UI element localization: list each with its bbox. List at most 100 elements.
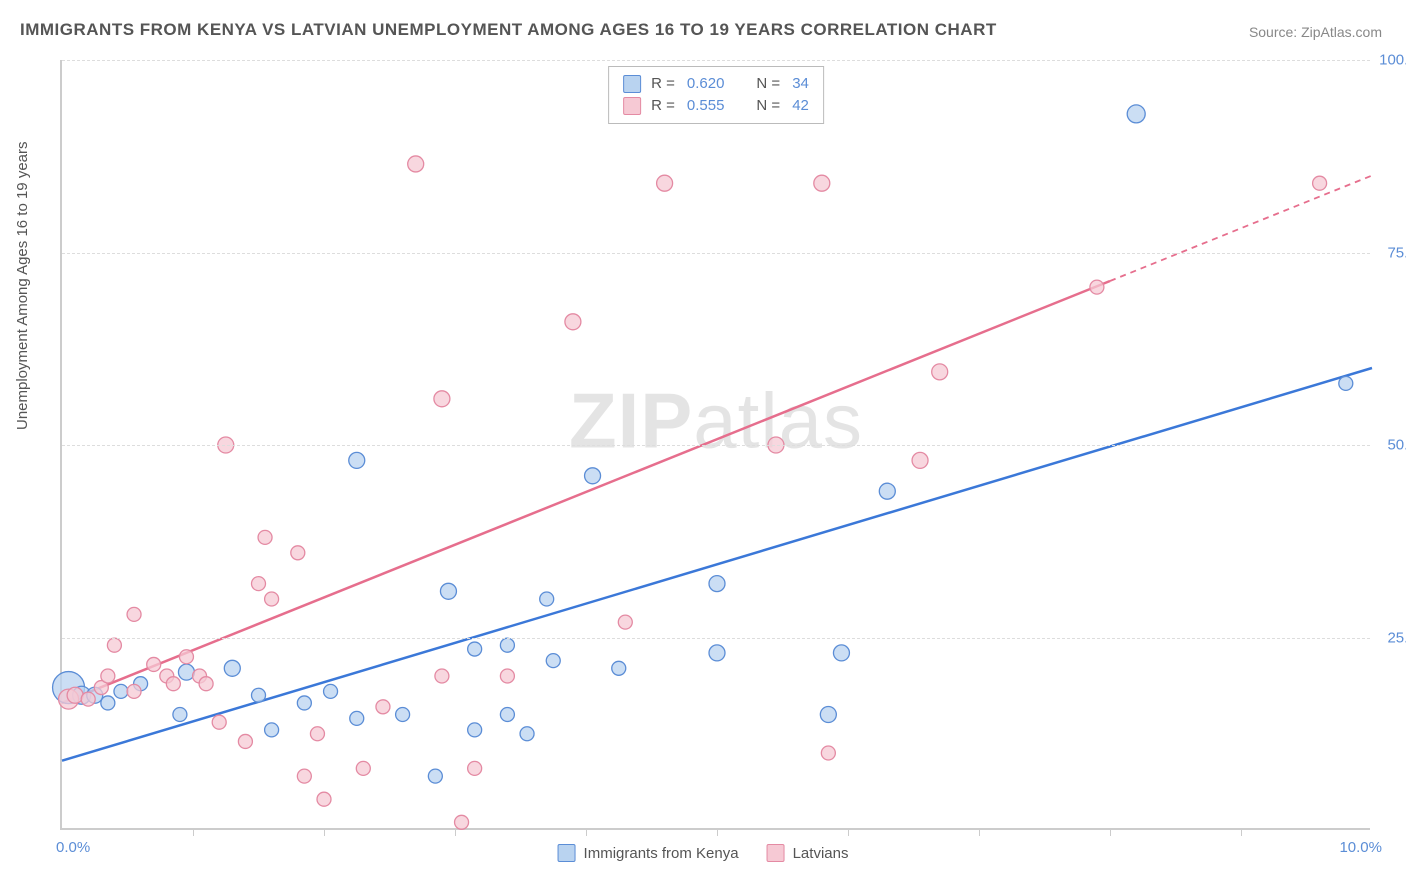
data-point: [212, 715, 226, 729]
gridline: [62, 638, 1370, 639]
data-point: [297, 696, 311, 710]
data-point: [468, 642, 482, 656]
y-tick-label: 75.0%: [1387, 244, 1406, 261]
legend-label: Immigrants from Kenya: [584, 845, 739, 862]
source-attribution: Source: ZipAtlas.com: [1249, 24, 1382, 40]
x-tick-label: 0.0%: [56, 839, 90, 856]
y-axis-label: Unemployment Among Ages 16 to 19 years: [14, 141, 31, 430]
data-point: [440, 583, 456, 599]
data-point: [396, 708, 410, 722]
data-point: [820, 707, 836, 723]
data-point: [238, 734, 252, 748]
data-point: [879, 483, 895, 499]
y-tick-label: 50.0%: [1387, 437, 1406, 454]
data-point: [565, 314, 581, 330]
data-point: [350, 711, 364, 725]
legend-r-label: R =: [651, 95, 675, 117]
data-point: [435, 669, 449, 683]
data-point: [434, 391, 450, 407]
data-point: [127, 607, 141, 621]
data-point: [291, 546, 305, 560]
data-point: [1127, 105, 1145, 123]
data-point: [814, 175, 830, 191]
data-point: [317, 792, 331, 806]
data-point: [179, 650, 193, 664]
correlation-legend: R =0.620N =34R =0.555N =42: [608, 66, 824, 124]
chart-plot-area: ZIPatlas R =0.620N =34R =0.555N =42 25.0…: [60, 60, 1370, 830]
data-point: [912, 452, 928, 468]
x-tick: [586, 828, 587, 836]
y-tick-label: 100.0%: [1379, 52, 1406, 69]
series-legend: Immigrants from Kenya Latvians: [558, 844, 849, 862]
data-point: [428, 769, 442, 783]
data-point: [1339, 376, 1353, 390]
data-point: [709, 576, 725, 592]
legend-r-value: 0.555: [687, 95, 725, 117]
legend-swatch: [558, 844, 576, 862]
data-point: [67, 687, 83, 703]
legend-swatch: [767, 844, 785, 862]
legend-r-value: 0.620: [687, 73, 725, 95]
data-point: [252, 688, 266, 702]
data-point: [265, 592, 279, 606]
data-point: [500, 638, 514, 652]
x-tick: [1110, 828, 1111, 836]
x-tick: [1241, 828, 1242, 836]
gridline: [62, 60, 1370, 61]
data-point: [657, 175, 673, 191]
data-point: [1090, 280, 1104, 294]
scatter-svg: [62, 60, 1370, 828]
data-point: [612, 661, 626, 675]
legend-row: R =0.555N =42: [623, 95, 809, 117]
data-point: [297, 769, 311, 783]
data-point: [408, 156, 424, 172]
data-point: [324, 684, 338, 698]
x-tick: [324, 828, 325, 836]
legend-item: Immigrants from Kenya: [558, 844, 739, 862]
data-point: [114, 684, 128, 698]
data-point: [310, 727, 324, 741]
data-point: [101, 669, 115, 683]
data-point: [107, 638, 121, 652]
data-point: [540, 592, 554, 606]
data-point: [618, 615, 632, 629]
data-point: [349, 452, 365, 468]
data-point: [265, 723, 279, 737]
chart-title: IMMIGRANTS FROM KENYA VS LATVIAN UNEMPLO…: [20, 20, 997, 40]
data-point: [500, 669, 514, 683]
x-tick-label: 10.0%: [1339, 839, 1382, 856]
gridline: [62, 445, 1370, 446]
data-point: [520, 727, 534, 741]
data-point: [178, 664, 194, 680]
legend-n-label: N =: [756, 95, 780, 117]
x-tick: [717, 828, 718, 836]
data-point: [147, 657, 161, 671]
data-point: [81, 692, 95, 706]
data-point: [166, 677, 180, 691]
data-point: [127, 684, 141, 698]
trendline: [62, 281, 1110, 703]
data-point: [709, 645, 725, 661]
data-point: [468, 761, 482, 775]
legend-n-label: N =: [756, 73, 780, 95]
data-point: [173, 708, 187, 722]
data-point: [455, 815, 469, 829]
data-point: [199, 677, 213, 691]
x-tick: [848, 828, 849, 836]
trendline-dashed: [1110, 176, 1372, 281]
data-point: [258, 530, 272, 544]
data-point: [376, 700, 390, 714]
data-point: [932, 364, 948, 380]
x-tick: [193, 828, 194, 836]
legend-n-value: 34: [792, 73, 809, 95]
legend-r-label: R =: [651, 73, 675, 95]
legend-swatch: [623, 97, 641, 115]
legend-item: Latvians: [767, 844, 849, 862]
x-tick: [455, 828, 456, 836]
x-tick: [979, 828, 980, 836]
gridline: [62, 253, 1370, 254]
legend-row: R = 0.620 N = 34: [623, 73, 809, 95]
data-point: [546, 654, 560, 668]
data-point: [252, 577, 266, 591]
data-point: [356, 761, 370, 775]
